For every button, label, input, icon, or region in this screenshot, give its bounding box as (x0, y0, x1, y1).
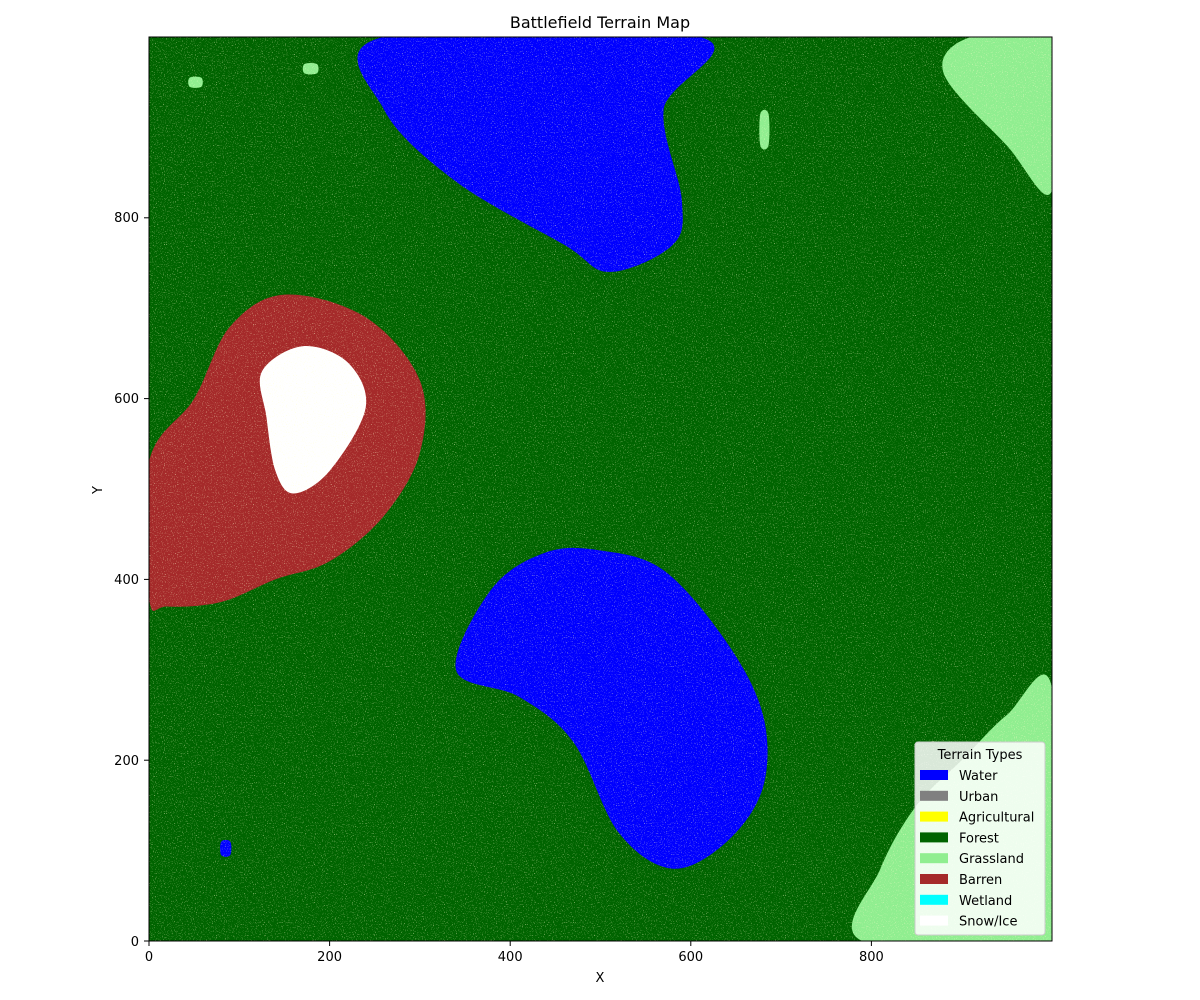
x-tick-label: 400 (498, 950, 523, 965)
legend-label: Forest (959, 831, 999, 846)
y-tick-label: 800 (114, 211, 139, 226)
legend-swatch (920, 915, 948, 926)
y-tick-label: 0 (131, 935, 139, 950)
x-tick-label: 800 (859, 950, 884, 965)
legend-swatch (920, 894, 948, 905)
terrain-speckle-texture (149, 37, 1052, 941)
legend-label: Water (959, 769, 998, 784)
y-axis: 0 200 400 600 800 (114, 211, 149, 950)
legend-label: Snow/Ice (959, 915, 1017, 930)
legend-swatch (920, 853, 948, 864)
legend-box (914, 741, 1046, 936)
x-axis-label: X (596, 971, 605, 986)
plot-frame (148, 36, 1053, 942)
map-title: Battlefield Terrain Map (510, 13, 690, 32)
legend-swatch (920, 790, 948, 801)
x-tick-label: 0 (145, 950, 153, 965)
legend-swatch (920, 770, 948, 780)
y-tick-label: 200 (114, 754, 139, 769)
legend-swatch (920, 874, 948, 884)
legend-items: Water Urban Agricultural Forest Grassland Bar… (920, 769, 1034, 930)
y-tick-label: 600 (114, 392, 139, 407)
x-tick-label: 200 (317, 950, 342, 965)
legend-label: Wetland (959, 894, 1012, 909)
x-tick-label: 600 (678, 950, 703, 965)
legend: Terrain Types Water Urban Agricultural Fore… (914, 741, 1046, 936)
legend-label: Urban (959, 790, 998, 805)
legend-label: Barren (959, 873, 1002, 888)
legend-swatch (920, 811, 948, 822)
x-axis: 0 200 400 600 800 (145, 941, 884, 965)
y-axis-label: Y (91, 486, 106, 495)
legend-label: Agricultural (959, 811, 1034, 826)
plot-area (149, 37, 1052, 941)
legend-label: Grassland (959, 852, 1024, 867)
y-tick-label: 400 (114, 573, 139, 588)
legend-title: Terrain Types (937, 748, 1023, 763)
legend-swatch (920, 832, 948, 843)
